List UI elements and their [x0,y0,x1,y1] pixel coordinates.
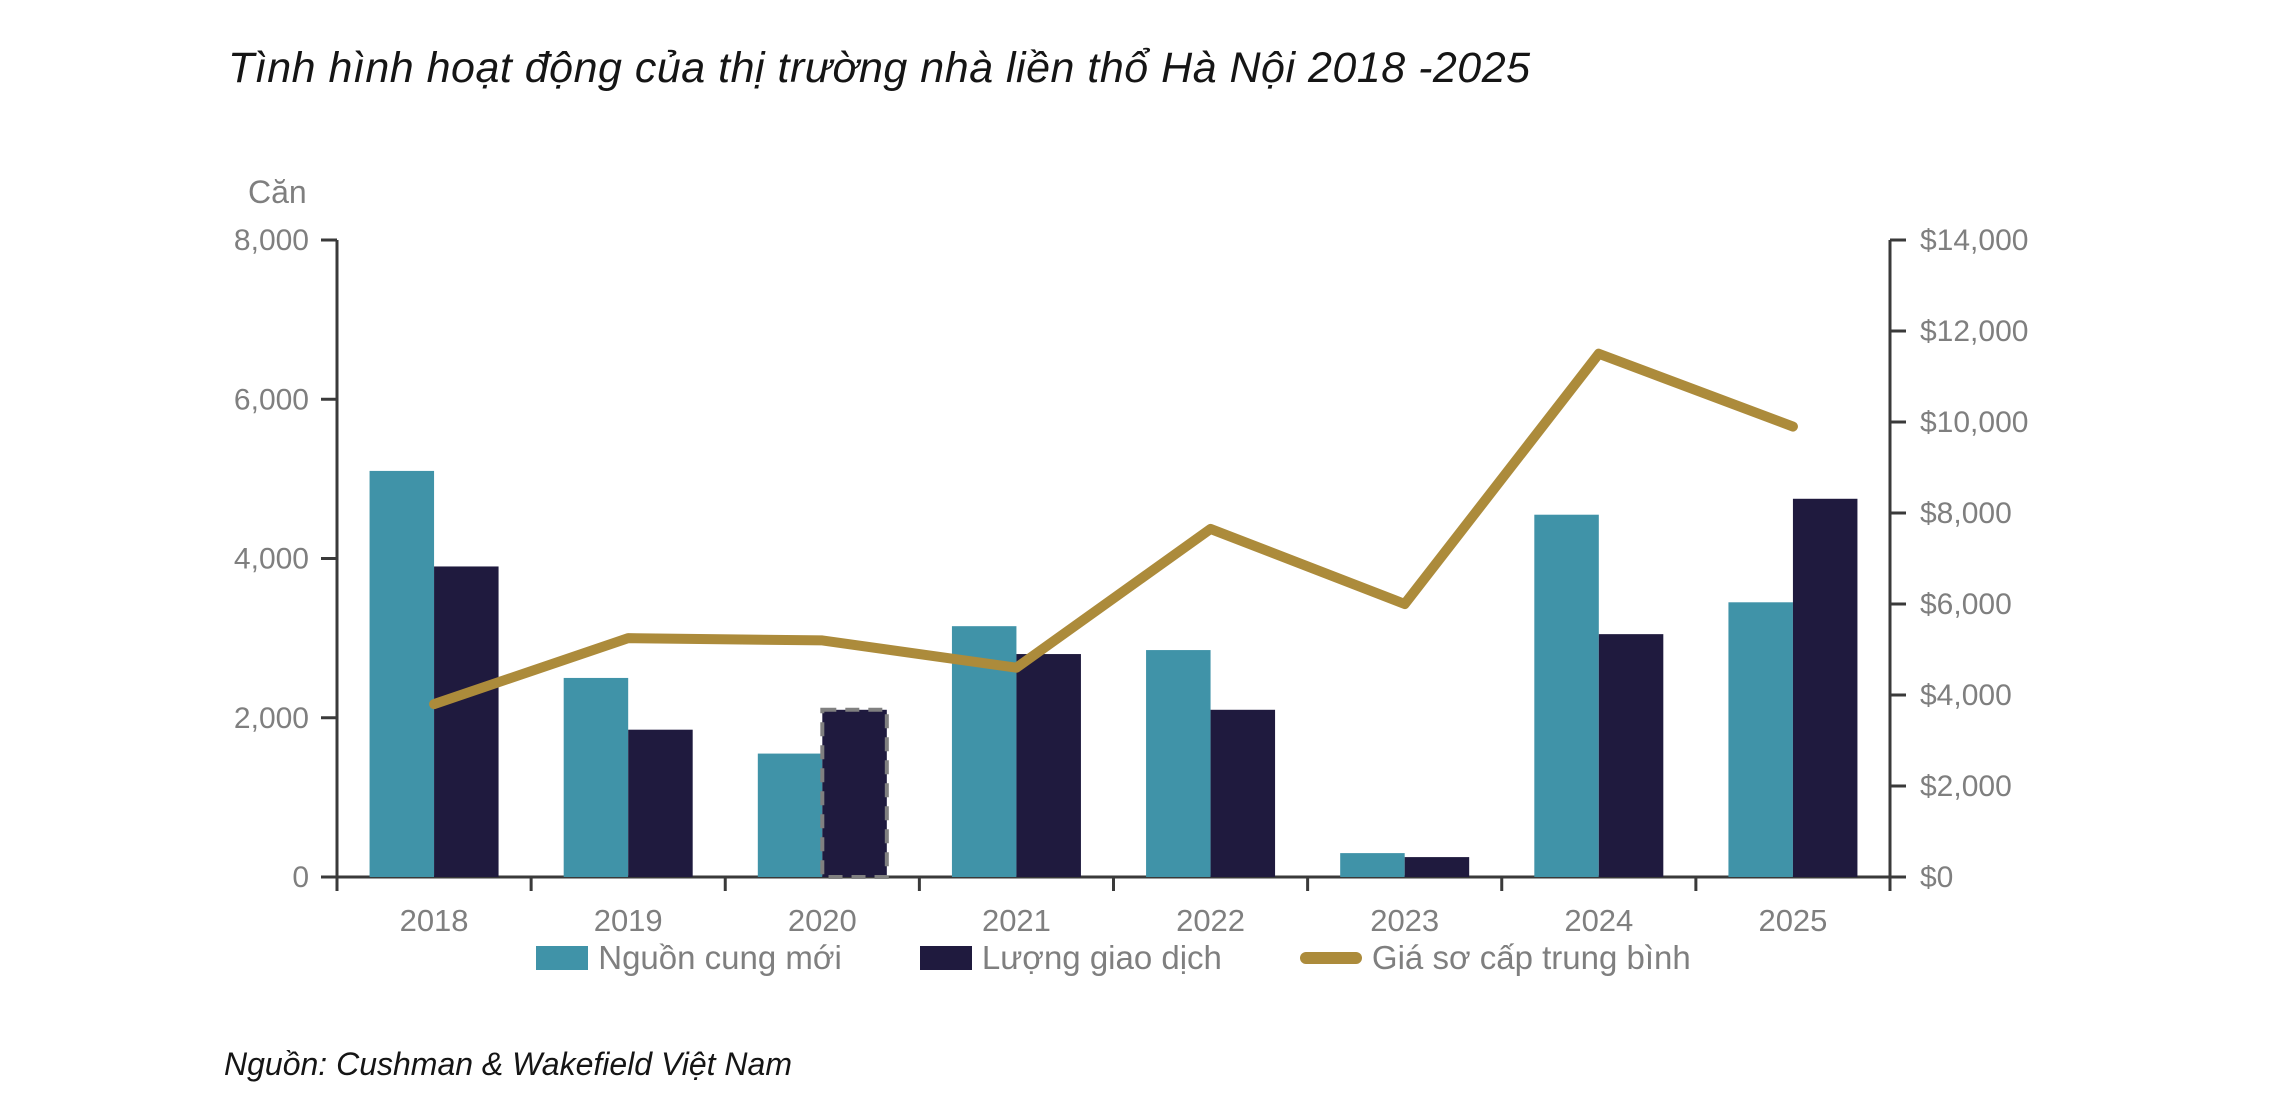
transactions-bar-2021 [1016,654,1081,877]
transactions-bar-2023 [1404,857,1470,877]
transactions-bar-2019 [628,729,693,877]
legend-bar-swatch [919,946,972,970]
transactions-bar-2022 [1210,709,1276,877]
x-axis-category-label: 2019 [594,903,663,938]
transactions-bar-2024 [1598,634,1664,877]
avg-price-line [429,348,1798,710]
x-axis-category-label: 2025 [1758,903,1827,938]
legend-bar-swatch [536,946,589,970]
legend-item: Nguồn cung mới [536,939,842,977]
left-axis-tick-label: 8,000 [234,224,309,257]
new-supply-bar-2018 [369,470,435,877]
right-axis-tick-label: $2,000 [1920,770,2012,803]
right-axis-tick-label: $10,000 [1920,406,2028,439]
legend-label: Lượng giao dịch [981,939,1222,976]
chart-title: Tình hình hoạt động của thị trường nhà l… [228,44,1531,92]
legend-line-swatch [1299,952,1362,964]
transactions-bar-2020 [820,707,889,879]
transactions-bar-2025 [1792,498,1858,877]
left-axis-tick-label: 6,000 [234,383,309,416]
right-axis-tick-label: $8,000 [1920,497,2012,530]
right-axis-tick-label: $6,000 [1920,588,2012,621]
new-supply-bar-2019 [563,677,629,877]
legend-item: Giá sơ cấp trung bình [1299,939,1691,977]
x-axis-category-label: 2020 [788,903,857,938]
transactions-bar-2018 [434,566,499,877]
new-supply-bar-2025 [1728,602,1793,877]
right-axis-tick-label: $12,000 [1920,315,2028,348]
x-axis-category-label: 2024 [1564,903,1633,938]
right-axis-tick-label: $0 [1920,861,1953,894]
x-axis-category-label: 2023 [1370,903,1439,938]
legend-item: Lượng giao dịch [919,939,1222,977]
x-axis-category-label: 2021 [982,903,1051,938]
source-note: Nguồn: Cushman & Wakefield Việt Nam [224,1046,792,1082]
left-axis-tick-label: 4,000 [234,543,309,576]
new-supply-bar-2020 [757,753,823,877]
x-axis-category-label: 2018 [400,903,469,938]
right-axis-tick-label: $14,000 [1920,224,2028,257]
chart-legend: Nguồn cung mới Lượng giao dịch Giá sơ cấp … [337,934,1890,982]
left-axis-unit-label: Căn [248,174,307,210]
new-supply-bar-2023 [1340,853,1405,877]
left-axis-tick-label: 2,000 [234,702,309,735]
left-axis-tick-label: 0 [292,861,309,894]
legend-label: Nguồn cung mới [598,939,842,976]
x-axis-category-label: 2022 [1176,903,1245,938]
legend-label: Giá sơ cấp trung bình [1371,939,1691,976]
new-supply-bar-2022 [1146,650,1211,877]
right-axis-tick-label: $4,000 [1920,679,2012,712]
new-supply-bar-2024 [1534,514,1599,877]
